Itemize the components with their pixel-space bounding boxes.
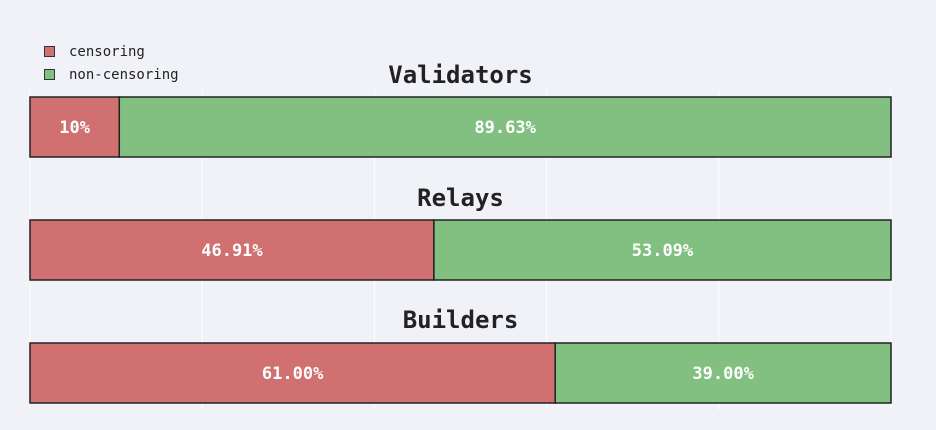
data-label-relays-non-censoring: 53.09% (632, 241, 694, 261)
data-label-relays-censoring: 46.91% (201, 241, 263, 261)
legend: censoring non-censoring (44, 40, 180, 86)
legend-label-non-censoring: non-censoring (69, 66, 179, 83)
panel-title-builders: Builders (403, 306, 519, 334)
bar-segment-builders-censoring (29, 342, 556, 404)
panel-title-relays: Relays (417, 184, 504, 212)
legend-swatch-censoring (44, 46, 55, 57)
data-label-validators-censoring: 10% (59, 118, 90, 138)
legend-item-non-censoring: non-censoring (44, 63, 180, 86)
data-label-builders-non-censoring: 39.00% (692, 364, 754, 384)
bar-segment-validators-non-censoring (118, 96, 892, 158)
bar-segment-builders-non-censoring (554, 342, 892, 404)
legend-label-censoring: censoring (69, 43, 145, 60)
bar-segment-relays-non-censoring (433, 219, 892, 281)
data-label-builders-censoring: 61.00% (262, 364, 324, 384)
bar-segment-relays-censoring (29, 219, 435, 281)
legend-swatch-non-censoring (44, 69, 55, 80)
legend-item-censoring: censoring (44, 40, 180, 63)
panel-title-validators: Validators (388, 61, 533, 89)
data-label-validators-non-censoring: 89.63% (474, 118, 536, 138)
